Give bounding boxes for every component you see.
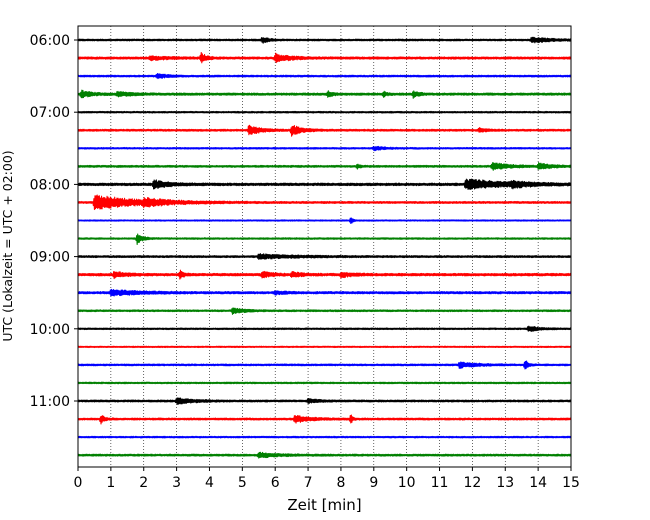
x-tick-label-12: 12: [463, 475, 481, 491]
x-tick-label-5: 5: [238, 475, 247, 491]
x-axis-ticks: 0 1 2 3 4 5 6 7 8 9 10 11 12 13 14 15: [74, 467, 580, 491]
x-axis-label: Zeit [min]: [287, 496, 361, 514]
trace-row-3: [77, 72, 572, 80]
trace-row-15: [77, 288, 572, 297]
trace-row-12: [77, 233, 572, 246]
trace-row-16: [77, 307, 572, 315]
x-tick-label-9: 9: [369, 475, 378, 491]
trace-row-17: [77, 325, 572, 332]
x-tick-label-0: 0: [74, 475, 83, 491]
trace-row-23: [77, 435, 572, 439]
trace-row-14: [77, 269, 572, 280]
x-tick-label-6: 6: [271, 475, 280, 491]
trace-row-5: [77, 110, 572, 114]
x-tick-label-7: 7: [304, 475, 313, 491]
x-tick-label-15: 15: [562, 475, 580, 491]
trace-row-20: [77, 381, 572, 385]
y-tick-label-0700: 07:00: [30, 105, 70, 121]
trace-row-24: [77, 451, 572, 459]
x-tick-label-8: 8: [336, 475, 345, 491]
y-tick-label-0900: 09:00: [30, 250, 70, 266]
trace-row-10: [77, 194, 572, 211]
trace-row-11: [77, 217, 572, 225]
x-tick-label-13: 13: [496, 475, 514, 491]
seismic-traces: [77, 36, 572, 459]
plot-frame: [77, 25, 572, 468]
y-axis-label: UTC (Lokalzeit = UTC + 02:00): [0, 150, 15, 341]
trace-row-18: [77, 345, 572, 349]
x-tick-label-2: 2: [139, 475, 148, 491]
trace-row-7: [77, 145, 572, 152]
y-tick-label-1000: 10:00: [30, 322, 70, 338]
x-tick-label-3: 3: [172, 475, 181, 491]
trace-row-9: [77, 178, 572, 190]
x-tick-label-14: 14: [529, 475, 547, 491]
trace-row-22: [77, 414, 572, 425]
trace-row-1: [77, 36, 572, 44]
y-tick-label-0600: 06:00: [30, 33, 70, 49]
trace-row-2: [77, 52, 572, 64]
x-tick-label-4: 4: [205, 475, 214, 491]
x-tick-label-1: 1: [106, 475, 115, 491]
trace-row-13: [77, 253, 572, 260]
trace-row-8: [77, 162, 572, 171]
trace-row-19: [77, 360, 572, 370]
trace-row-4: [77, 89, 572, 99]
y-tick-label-0800: 08:00: [30, 177, 70, 193]
trace-row-21: [77, 397, 572, 405]
x-tick-label-10: 10: [398, 475, 416, 491]
x-tick-label-11: 11: [431, 475, 449, 491]
y-axis-ticks: 06:00 07:00 08:00 09:00 10:00 11:00: [30, 33, 78, 410]
y-tick-label-1100: 11:00: [30, 394, 70, 410]
trace-row-6: [77, 124, 572, 137]
